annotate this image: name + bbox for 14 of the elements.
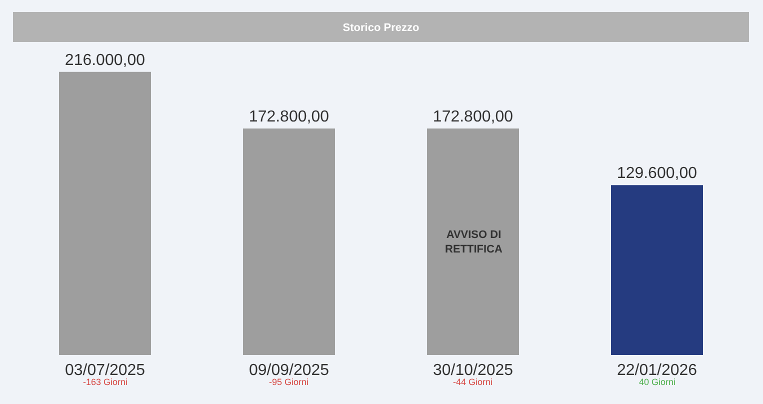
x-tick-label: 09/09/2025 [248, 362, 330, 379]
data-label: 129.600,00 [616, 165, 698, 182]
data-label: 216.000,00 [64, 52, 146, 69]
x-tick-label: 22/01/2026 [616, 362, 698, 379]
text: -95 Giorni [269, 377, 309, 387]
chart-title: Storico Prezzo [342, 22, 420, 34]
x-tick-label: 30/10/2025 [432, 362, 514, 379]
annotation: AVVISO DI RETTIFICA [445, 229, 502, 256]
text: 40 Giorni [639, 377, 676, 387]
text: -163 Giorni [83, 377, 128, 387]
x-tick-label: 03/07/2025 [64, 362, 146, 379]
data-label: 172.800,00 [432, 108, 514, 126]
text: -44 Giorni [453, 377, 493, 387]
data-label: 172.800,00 [248, 108, 330, 126]
